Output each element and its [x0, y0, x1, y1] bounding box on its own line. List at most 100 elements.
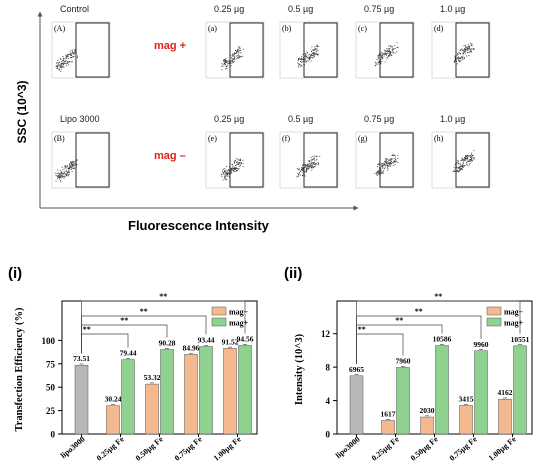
flow-scatter-plot: (g)	[355, 131, 415, 189]
data-label: 84.96	[183, 343, 200, 352]
flow-panel-header: 0.25 µg	[214, 4, 245, 14]
bar-lipo3000	[74, 364, 89, 435]
flow-axes	[37, 11, 359, 211]
chart-i-label: (i)	[8, 265, 23, 282]
data-label: 90.28	[159, 338, 176, 347]
flow-scatter-plot: (b)	[279, 21, 339, 79]
flow-panel-letter: (b)	[282, 24, 292, 33]
flow-panel-letter: (h)	[434, 134, 444, 143]
bar-mag-plus	[396, 367, 410, 435]
legend-label: mag+	[229, 319, 249, 328]
data-label: 93.44	[198, 336, 215, 345]
flow-panel-header: 0.5 µg	[288, 4, 314, 14]
significance-marker: **	[415, 307, 423, 316]
flow-panel-header: 0.5 µg	[288, 114, 314, 124]
flow-scatter-plot: (h)	[431, 131, 491, 189]
legend-swatch	[211, 306, 227, 316]
gate-rectangle	[379, 132, 414, 188]
data-label: 10551	[511, 335, 530, 344]
y-axis-label: Transfection Efficiency (%)	[14, 307, 25, 432]
flow-panel-header: 1.0 µg	[440, 114, 466, 124]
gate-rectangle	[303, 132, 338, 188]
data-label: 91.52	[222, 337, 239, 346]
gate-rectangle	[229, 22, 264, 78]
flow-panel-letter: (a)	[208, 24, 217, 33]
y-tick-label: 4	[326, 396, 331, 406]
significance-bracket	[356, 300, 521, 364]
gate-rectangle	[379, 22, 414, 78]
gate-rectangle	[455, 132, 490, 188]
y-tick-label: 50	[46, 383, 56, 393]
data-label: 73.51	[73, 354, 90, 363]
bar-mag-minus	[498, 398, 512, 435]
bar-mag-plus	[474, 350, 488, 435]
x-tick-label: lipo3000	[59, 435, 87, 460]
y-tick-label: 25	[46, 406, 56, 416]
significance-marker: **	[395, 316, 403, 325]
bar-mag-minus	[459, 405, 473, 435]
data-label: 1617	[381, 409, 396, 418]
flow-scatter-plot: (a)	[205, 21, 265, 79]
significance-marker: **	[434, 292, 442, 301]
bar-mag-plus	[513, 345, 527, 435]
legend-swatch	[486, 317, 502, 327]
x-tick-label: 0.25μg Fe	[95, 434, 126, 462]
fluorescence-axis-title: Fluorescence Intensity	[128, 218, 269, 233]
gate-rectangle	[75, 22, 110, 78]
y-tick-label: 8	[326, 363, 331, 373]
bar-mag-minus	[420, 416, 434, 435]
y-tick-label: 0	[51, 430, 56, 440]
bar-mag-minus	[381, 420, 395, 435]
data-label: 53.32	[144, 373, 161, 382]
data-label: 3415	[459, 394, 474, 403]
bar-mag-plus	[238, 345, 252, 435]
flow-scatter-plot: (f)	[279, 131, 339, 189]
flow-panel-header: 1.0 µg	[440, 4, 466, 14]
data-label: 6965	[349, 365, 364, 374]
gate-rectangle	[303, 22, 338, 78]
flow-panel-header: 0.75 µg	[364, 4, 395, 14]
significance-marker: **	[140, 307, 148, 316]
flow-scatter-plot: (e)	[205, 131, 265, 189]
bar-mag-plus	[121, 359, 135, 435]
flow-panel-header: Control	[60, 4, 90, 14]
flow-panel-letter: (c)	[358, 24, 367, 33]
bar-mag-minus	[145, 383, 159, 435]
flow-panel-letter: (e)	[208, 134, 217, 143]
transfection-efficiency-chart: 0 25 50 75 100 Transfection Efficiency (%) lip…	[14, 292, 258, 463]
x-tick-label: 0.75μg Fe	[173, 434, 204, 462]
flow-panel-letter: (f)	[282, 134, 290, 143]
flow-scatter-plot: (B)	[51, 131, 111, 189]
significance-marker: **	[358, 325, 366, 334]
flow-panel-header: 0.25 µg	[214, 114, 245, 124]
legend-swatch	[211, 317, 227, 327]
x-tick-label: 0.25μg Fe	[370, 434, 401, 462]
gate-rectangle	[229, 132, 264, 188]
significance-marker: **	[120, 316, 128, 325]
mag-label-row-1: mag +	[154, 40, 187, 52]
bar-lipo3000	[349, 375, 364, 435]
flow-panel-header: 0.75 µg	[364, 114, 395, 124]
flow-panel-letter: (A)	[54, 24, 65, 33]
x-tick-label: 0.50μg Fe	[409, 434, 440, 462]
intensity-chart: 0 4 8 12 Intensity (10^3) lipo3000 0.25μg Fe 0.…	[294, 292, 533, 463]
data-label: 4162	[498, 388, 513, 397]
legend-swatch	[486, 306, 502, 316]
flow-panel-header: Lipo 3000	[60, 114, 100, 124]
y-tick-label: 75	[46, 359, 56, 369]
y-tick-label: 12	[321, 329, 331, 339]
significance-bracket	[356, 315, 482, 364]
y-tick-label: 100	[42, 336, 56, 346]
significance-marker: **	[159, 292, 167, 301]
flow-panel-letter: (g)	[358, 134, 368, 143]
legend-label: mag+	[504, 319, 524, 328]
gate-rectangle	[75, 132, 110, 188]
bar-mag-minus	[184, 354, 198, 435]
chart-ii-label: (ii)	[284, 265, 303, 282]
data-label: 79.44	[120, 349, 137, 358]
mag-label-row-2: mag –	[154, 150, 186, 162]
bar-mag-plus	[435, 345, 449, 435]
gate-rectangle	[455, 22, 490, 78]
significance-bracket	[81, 300, 246, 354]
significance-marker: **	[83, 325, 91, 334]
